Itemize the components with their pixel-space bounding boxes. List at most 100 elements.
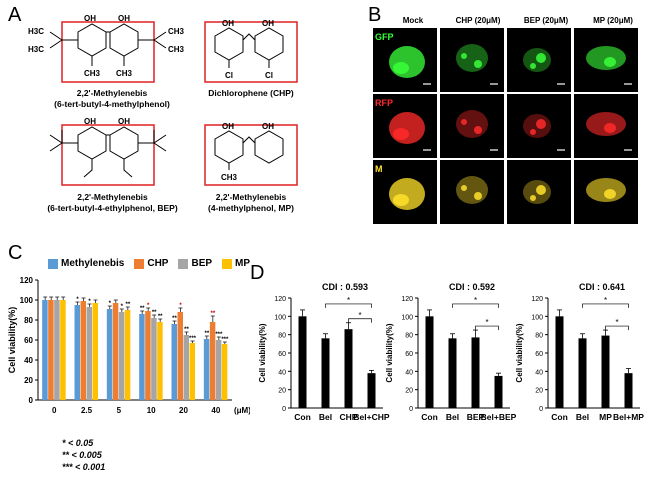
x-axis-unit: (μM)	[234, 406, 250, 415]
atom-label: OH	[222, 122, 234, 131]
column-title-chp: CHP (20μM)	[455, 16, 501, 25]
channel-label-rfp: RFP	[375, 98, 393, 108]
cell-fluorescence-blob	[604, 123, 616, 133]
x-tick-label: CHP	[340, 412, 358, 422]
y-tick-label: 60	[535, 351, 543, 358]
molecule-3-name: 2,2'-Methylenebis (6-tert-butyl-4-ethylph…	[47, 192, 178, 213]
significance-mark: ***	[189, 336, 197, 342]
bar	[124, 310, 131, 400]
atom-label: OH	[118, 117, 130, 126]
cell-fluorescence-blob	[536, 53, 546, 63]
significance-mark: *	[179, 303, 182, 309]
bar	[171, 324, 177, 400]
atom-label: OH	[262, 19, 274, 28]
significance-mark: *	[76, 297, 79, 303]
y-tick-label: 100	[531, 314, 543, 321]
atom-label: OH	[222, 19, 234, 28]
cell-fluorescence-blob	[461, 53, 467, 59]
x-tick-label: Bel	[319, 412, 332, 422]
cell-fluorescence-blob	[474, 60, 482, 68]
cell-fluorescence-blob	[456, 110, 488, 138]
y-tick-label: 80	[535, 333, 543, 340]
cell-fluorescence-blob	[586, 178, 626, 202]
cell-fluorescence-blob	[456, 44, 488, 72]
legend-item-methylenebis: Methylenebis	[48, 258, 124, 269]
column-title-mp: MP (20μM)	[593, 16, 633, 25]
y-tick-label: 0	[282, 406, 286, 413]
atom-label: CH3	[84, 69, 101, 78]
y-tick-label: 100	[20, 296, 34, 305]
bar	[624, 373, 633, 408]
cell-fluorescence-blob	[604, 189, 616, 199]
x-tick-label: MP	[599, 412, 612, 422]
bar	[578, 338, 587, 408]
cdi-title: CDI : 0.592	[449, 282, 495, 292]
cell-fluorescence-blob	[389, 112, 425, 144]
molecule-3-ring-right	[109, 126, 139, 160]
atom-label: Cl	[265, 71, 273, 80]
x-tick-label: Bel+BEP	[481, 412, 517, 422]
x-tick-label: 0	[52, 406, 57, 415]
channel-label-gfp: GFP	[375, 32, 394, 42]
atom-label: OH	[84, 14, 96, 23]
bar	[92, 303, 98, 400]
bar	[471, 337, 480, 408]
y-tick-label: 80	[405, 333, 413, 340]
y-tick-label: 40	[278, 369, 286, 376]
y-tick-label: 60	[24, 336, 33, 345]
bar	[54, 300, 60, 400]
micrograph-cell	[373, 94, 437, 158]
y-axis-label: Cell viability(%)	[258, 323, 267, 382]
bar	[118, 312, 125, 400]
significance-mark: **	[158, 314, 163, 320]
x-tick-label: Con	[551, 412, 568, 422]
significance-mark: **	[210, 311, 215, 317]
bar	[112, 303, 119, 400]
column-title-mock: Mock	[402, 16, 424, 25]
panel-label-c: C	[8, 242, 23, 264]
molecule-2-highlight-box	[204, 21, 298, 83]
cell-fluorescence-blob	[474, 126, 482, 134]
significance-bracket	[452, 303, 499, 308]
x-tick-label: 2.5	[81, 406, 93, 415]
significance-mark: **	[204, 331, 209, 337]
significance-mark: **	[125, 302, 130, 308]
significance-mark: **	[184, 327, 189, 333]
cell-fluorescence-blob	[461, 119, 467, 125]
cell-fluorescence-blob	[389, 46, 425, 78]
significance-bracket	[605, 325, 629, 331]
bar	[106, 309, 113, 400]
cdi-chart-bep: CDI : 0.592 0 20 40 60 80 100 120 Cell viability…	[385, 282, 517, 422]
x-tick-label: 40	[211, 406, 220, 415]
panel-label-a: A	[8, 4, 22, 26]
y-tick-label: 20	[535, 388, 543, 395]
x-tick-label: Con	[421, 412, 438, 422]
x-tick-label: Bel	[576, 412, 589, 422]
cell-fluorescence-blob	[604, 57, 616, 67]
y-tick-label: 20	[405, 388, 413, 395]
micrograph-cell	[574, 94, 638, 158]
chem-structures-figure: H3C H3C CH3 OH OH CH3 CH3 CH3 OH OH Cl C…	[28, 14, 298, 186]
significance-mark: *	[474, 296, 477, 305]
bar	[183, 335, 189, 400]
panel-label-b: B	[368, 4, 382, 26]
micrograph-cell	[574, 160, 638, 224]
molecule-2-name: Dichlorophene (CHP)	[208, 88, 294, 98]
x-tick-label: Con	[294, 412, 311, 422]
x-tick-label: Bel+MP	[613, 412, 644, 422]
y-tick-label: 100	[401, 314, 413, 321]
atom-label: H3C	[28, 45, 44, 54]
significance-mark: **	[152, 310, 157, 316]
significance-key-3: *** < 0.001	[62, 462, 106, 472]
legend-swatch	[178, 258, 189, 269]
significance-key-1: * < 0.05	[62, 438, 94, 448]
significance-bracket	[325, 303, 372, 308]
bar	[157, 322, 163, 400]
cell-fluorescence-blob	[456, 176, 488, 204]
y-tick-label: 40	[405, 369, 413, 376]
x-tick-label: 5	[117, 406, 122, 415]
x-tick-label: BEP	[467, 412, 485, 422]
significance-bracket	[348, 318, 372, 323]
bar	[151, 318, 157, 400]
